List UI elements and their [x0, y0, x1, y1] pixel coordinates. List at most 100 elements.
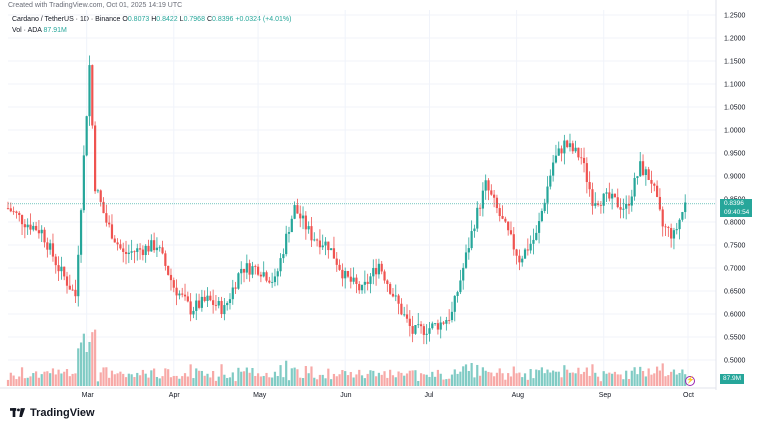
volume-bar — [240, 371, 243, 386]
candle-body — [428, 328, 431, 334]
candle-body — [344, 271, 347, 279]
candle-body — [217, 300, 220, 306]
volume-bar — [425, 374, 428, 386]
created-caption: Created with TradingView.com, Oct 01, 20… — [8, 2, 183, 9]
legend-symbol[interactable]: Cardano / TetherUS · 1D · Binance — [12, 16, 121, 23]
volume-bar — [664, 376, 667, 386]
legend-volume-label[interactable]: Vol · ADA — [12, 27, 42, 34]
volume-bar — [484, 370, 487, 386]
volume-bar — [110, 370, 114, 386]
candle-body — [549, 175, 552, 187]
y-tick-label: 0.6000 — [724, 312, 746, 319]
volume-bar — [504, 379, 507, 386]
candle-body — [619, 207, 622, 210]
candle-body — [540, 210, 543, 222]
volume-bar — [473, 377, 476, 386]
tradingview-logo[interactable]: TradingView — [10, 407, 95, 419]
volume-bar — [377, 372, 381, 386]
volume-bar — [636, 374, 639, 386]
volume-bar — [678, 372, 681, 386]
candle-body — [102, 201, 105, 214]
volume-bar — [596, 376, 600, 386]
volume-bar — [419, 373, 423, 386]
candle-body — [158, 247, 161, 249]
volume-bar — [369, 370, 372, 386]
candle-body — [349, 276, 352, 282]
volume-bar — [627, 379, 631, 386]
candle-body — [169, 274, 173, 281]
candle-body — [200, 296, 203, 308]
volume-bar — [490, 372, 493, 386]
volume-bar — [197, 370, 201, 386]
volume-bar — [293, 367, 296, 386]
candle-body — [85, 116, 88, 156]
candle-body — [504, 218, 507, 222]
chart-legend: Cardano / TetherUS · 1D · Binance O0.807… — [12, 14, 291, 36]
volume-bar — [6, 379, 10, 386]
candle-body — [265, 272, 268, 281]
candle-body — [60, 266, 63, 272]
candle-body — [360, 284, 364, 291]
candle-body — [400, 303, 403, 315]
candle-body — [414, 325, 417, 334]
volume-bar — [237, 367, 240, 386]
legend-open-label: O — [122, 16, 128, 23]
candle-body — [647, 169, 650, 180]
candle-body — [32, 225, 35, 230]
candle-body — [442, 322, 445, 324]
candle-body — [273, 276, 277, 283]
candle-body — [425, 333, 428, 335]
volume-bar — [588, 375, 591, 386]
legend-low: 0.7968 — [183, 16, 205, 23]
volume-bar — [554, 371, 558, 386]
volume-bar — [493, 376, 496, 386]
volume-bar — [613, 371, 617, 386]
volume-bar — [507, 373, 510, 386]
candle-body — [574, 147, 577, 152]
candle-body — [681, 212, 684, 220]
lightning-icon[interactable]: ⚡ — [685, 376, 695, 386]
candle-body — [282, 254, 285, 259]
volume-bar — [344, 371, 347, 386]
candle-body — [397, 295, 400, 304]
candle-body — [242, 268, 246, 273]
volume-bar — [46, 371, 49, 386]
candle-body — [591, 189, 594, 206]
candle-body — [405, 314, 409, 319]
volume-bar — [467, 370, 470, 386]
candle-body — [271, 282, 274, 283]
volume-bar — [85, 351, 88, 386]
chart-grid — [0, 0, 717, 390]
candle-body — [96, 190, 100, 192]
volume-bar — [20, 367, 24, 386]
candle-body — [484, 180, 487, 191]
volume-bar — [209, 377, 212, 386]
x-tick-label: Oct — [683, 392, 694, 399]
candle-body — [507, 221, 510, 231]
volume-bar — [641, 370, 645, 386]
volume-bar — [574, 373, 577, 386]
volume-bar — [164, 368, 167, 386]
candle-body — [299, 213, 302, 219]
volume-bar — [9, 372, 12, 386]
legend-volume-row: Vol · ADA 87.91M — [12, 25, 291, 36]
volume-bar — [212, 370, 215, 386]
candle-body — [251, 266, 254, 275]
volume-bar — [453, 369, 456, 386]
y-tick-label: 0.9000 — [724, 174, 746, 181]
candle-body — [293, 205, 296, 219]
candle-body — [563, 140, 566, 154]
tradingview-logo-icon — [10, 408, 26, 417]
candle-body — [495, 197, 499, 209]
volume-bar — [599, 381, 602, 386]
volume-bar — [602, 371, 605, 386]
candle-body — [526, 249, 529, 251]
volume-bar — [248, 372, 251, 386]
volume-bar — [32, 373, 35, 386]
volume-bar — [178, 378, 181, 386]
volume-bar — [23, 378, 26, 386]
candle-body — [571, 143, 574, 152]
volume-bar — [439, 373, 442, 386]
candle-body — [240, 268, 243, 274]
